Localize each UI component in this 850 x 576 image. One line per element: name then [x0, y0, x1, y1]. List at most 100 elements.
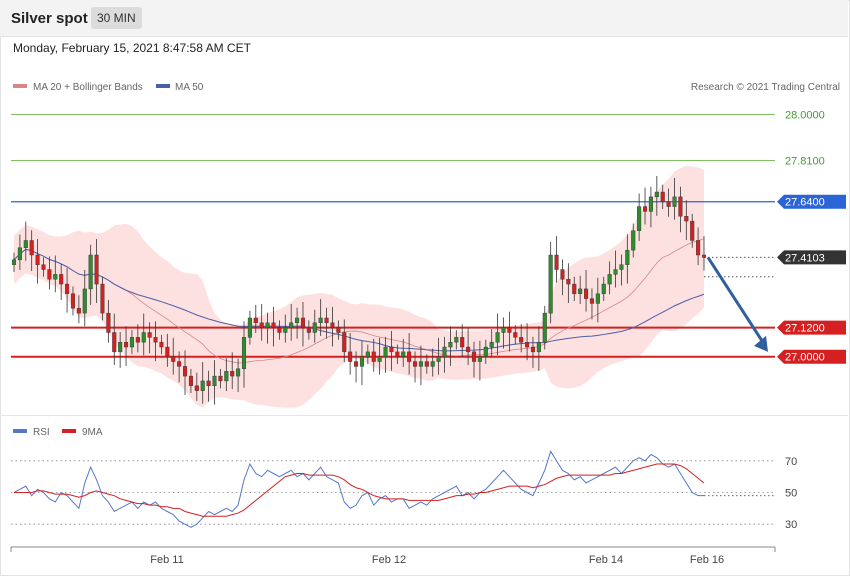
candle-body: [289, 322, 294, 328]
candle: [94, 239, 99, 303]
candle: [324, 307, 329, 339]
candle-body: [100, 283, 105, 314]
candle: [70, 286, 76, 316]
candle: [17, 234, 22, 271]
candle-body: [436, 356, 441, 362]
candle: [159, 334, 164, 355]
candle: [631, 223, 636, 258]
candle-body: [513, 332, 518, 338]
candle-body: [696, 240, 701, 256]
candle-body: [666, 201, 671, 207]
candle: [135, 324, 140, 353]
panel-divider: [0, 415, 848, 416]
level-label-resistance: 27.6400: [785, 197, 825, 209]
candle-body: [118, 341, 123, 353]
candle: [129, 330, 134, 355]
candle-body: [519, 337, 524, 343]
candle-body: [342, 332, 347, 353]
candle-body: [525, 341, 530, 348]
candle: [342, 319, 347, 363]
candle-body: [395, 351, 400, 357]
candle-body: [182, 366, 188, 377]
legend-swatch-rsi-ma: [62, 429, 76, 433]
candle-body: [389, 346, 394, 353]
candle: [536, 326, 541, 371]
candle: [29, 230, 34, 271]
candle-body: [483, 346, 488, 357]
candle: [247, 310, 252, 345]
level-label-current: 27.4103: [785, 252, 825, 264]
candle-body: [23, 240, 28, 248]
legend-swatch-ma50: [156, 84, 170, 88]
arrow-shaft: [706, 256, 766, 345]
candle-body: [277, 327, 282, 333]
candle-body: [324, 317, 329, 324]
candle-body: [106, 312, 111, 333]
candle: [112, 313, 117, 365]
candle: [589, 288, 594, 320]
candle-body: [312, 322, 317, 333]
x-axis: Feb 11 Feb 12 Feb 14 Feb 16: [10, 546, 776, 566]
x-tick-label: Feb 16: [690, 554, 724, 566]
candle-body: [684, 216, 689, 222]
candle-body: [65, 283, 70, 294]
candle: [241, 321, 247, 388]
candle: [265, 312, 270, 344]
candle-body: [230, 371, 235, 377]
moving-averages: [13, 238, 705, 364]
candle-body: [401, 351, 406, 357]
candle-body: [171, 356, 176, 362]
candle: [619, 254, 624, 286]
candle-body: [371, 351, 376, 362]
candle: [572, 276, 577, 302]
candle: [118, 332, 123, 368]
candles: [11, 176, 707, 405]
candle-body: [530, 346, 536, 353]
candle: [578, 275, 583, 304]
level-label-support-2: 27.0000: [785, 352, 825, 364]
candle: [690, 213, 695, 248]
arrow-head: [754, 335, 768, 352]
candle: [289, 303, 294, 341]
candle-body: [188, 375, 193, 386]
candle: [106, 300, 111, 343]
candle: [230, 352, 235, 390]
timeframe-badge[interactable]: 30 MIN: [91, 7, 142, 29]
candle: [489, 329, 494, 358]
x-tick-label: Feb 12: [372, 554, 406, 566]
candle: [648, 186, 653, 228]
candle-body: [348, 351, 353, 362]
candle-body: [206, 380, 211, 386]
rsi-ma-line: [14, 463, 705, 517]
candle: [306, 320, 311, 340]
candle-body: [241, 337, 247, 370]
candle-body: [70, 293, 76, 309]
candle-body: [330, 322, 335, 328]
candle: [471, 341, 477, 378]
candle: [88, 244, 93, 305]
candle-body: [613, 269, 618, 275]
level-tag-resistance: [777, 194, 846, 209]
candle: [165, 333, 170, 367]
candle: [23, 221, 28, 261]
legend-rsi-ma: 9MA: [82, 427, 103, 438]
candle-body: [59, 274, 64, 285]
candle-body: [631, 230, 636, 251]
level-label-target-2: 28.0000: [785, 110, 825, 122]
candle: [701, 236, 707, 271]
x-tick-label: Feb 11: [150, 554, 183, 566]
candle-body: [637, 206, 642, 231]
candle-body: [35, 254, 40, 265]
candle-body: [47, 269, 52, 280]
candle: [300, 301, 306, 347]
candle-body: [200, 380, 205, 391]
candle: [389, 331, 394, 371]
candle: [171, 337, 176, 375]
candle: [11, 252, 17, 272]
candle: [412, 351, 418, 383]
candle-body: [601, 283, 606, 294]
candle-body: [265, 322, 270, 328]
x-tick-label: Feb 14: [589, 554, 623, 566]
candle: [560, 259, 565, 296]
